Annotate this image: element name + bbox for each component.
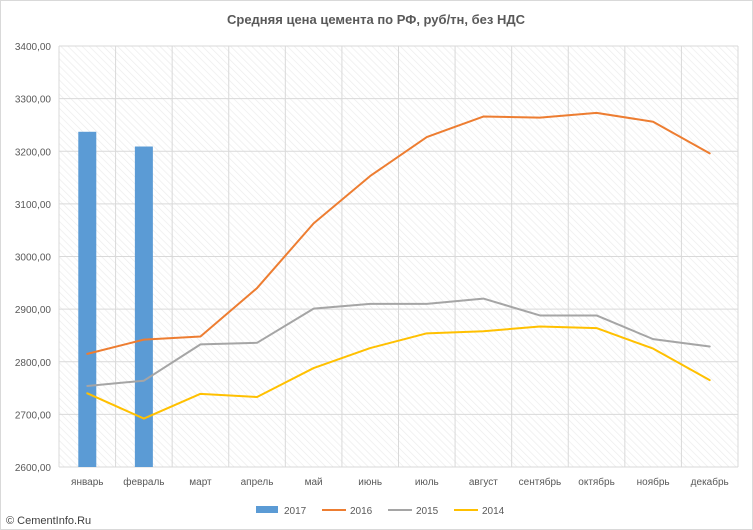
y-tick-label: 3100,00 [15, 200, 52, 211]
line-series [86, 111, 711, 420]
x-axis: январь февраль март апрель май июнь июль август… [71, 476, 729, 488]
series-line-2014 [86, 325, 711, 420]
y-tick-label: 3400,00 [15, 42, 52, 53]
y-tick-label: 2700,00 [15, 410, 52, 421]
legend-label-2017: 2017 [284, 506, 307, 517]
legend-marker-2017 [256, 506, 278, 513]
y-tick-label: 2600,00 [15, 463, 52, 474]
x-tick-label: июль [415, 477, 439, 488]
x-tick-label: май [305, 477, 323, 488]
y-axis: 2600,00 2700,00 2800,00 2900,00 3000,00 3100,… [15, 42, 52, 474]
y-tick-label: 2900,00 [15, 305, 52, 316]
legend-label-2015: 2015 [416, 506, 439, 517]
y-tick-label: 3200,00 [15, 147, 52, 158]
series-line-2016 [86, 111, 711, 355]
x-tick-label: октябрь [578, 476, 615, 488]
y-tick-label: 3300,00 [15, 95, 52, 106]
x-tick-label: декабрь [691, 476, 729, 488]
x-tick-label: июнь [358, 477, 382, 488]
y-tick-label: 3000,00 [15, 253, 52, 264]
x-tick-label: сентябрь [519, 476, 562, 488]
legend-label-2014: 2014 [482, 506, 505, 517]
bar-2017 [134, 146, 153, 468]
series-line-2015 [86, 297, 711, 387]
bar-series [78, 131, 153, 468]
x-tick-label: апрель [241, 477, 274, 488]
bar-2017 [78, 131, 97, 467]
x-tick-label: февраль [123, 476, 164, 488]
legend-label-2016: 2016 [350, 506, 373, 517]
x-tick-label: ноябрь [637, 476, 670, 488]
x-tick-label: август [469, 477, 498, 488]
x-tick-label: март [189, 477, 212, 488]
legend: 2017 2016 2015 2014 [256, 506, 505, 517]
chart-title: Средняя цена цемента по РФ, руб/тн, без … [227, 12, 526, 27]
x-tick-label: январь [71, 477, 103, 488]
y-tick-label: 2800,00 [15, 358, 52, 369]
watermark-text: © CementInfo.Ru [6, 515, 91, 527]
